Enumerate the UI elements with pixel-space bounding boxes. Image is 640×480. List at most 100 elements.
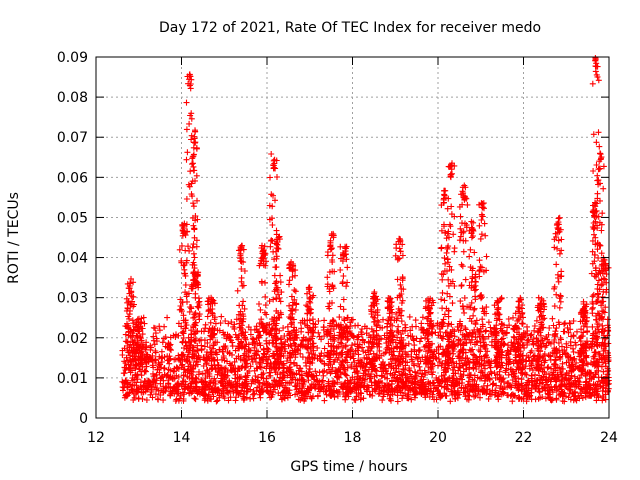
data-point	[445, 313, 452, 320]
data-point	[536, 325, 543, 332]
data-point	[190, 151, 197, 158]
data-point	[438, 227, 445, 234]
data-point	[237, 257, 244, 264]
data-point	[324, 352, 331, 359]
data-point	[355, 343, 361, 350]
data-point	[288, 343, 295, 350]
data-point	[435, 382, 441, 389]
data-point	[370, 295, 377, 302]
data-point	[405, 332, 411, 339]
data-point	[600, 266, 607, 273]
data-point	[396, 255, 403, 262]
data-point	[476, 257, 483, 264]
data-point	[192, 128, 199, 135]
data-point	[532, 396, 539, 403]
data-point	[262, 302, 269, 309]
data-point	[351, 359, 358, 366]
data-point	[398, 318, 405, 325]
data-point	[329, 317, 336, 323]
data-point	[446, 263, 453, 270]
data-point	[274, 351, 281, 357]
data-point	[592, 199, 598, 206]
data-point	[143, 360, 150, 366]
data-point	[563, 350, 570, 357]
data-point	[589, 237, 596, 244]
data-point	[258, 278, 265, 285]
data-point	[240, 318, 246, 325]
data-point	[249, 359, 256, 365]
data-point	[472, 354, 479, 361]
data-point	[537, 394, 544, 401]
data-point	[499, 385, 506, 392]
data-point	[580, 357, 587, 364]
data-point	[444, 360, 451, 367]
data-point	[509, 398, 516, 405]
data-point	[536, 389, 543, 396]
data-point	[174, 390, 181, 397]
data-point	[215, 369, 222, 376]
data-point	[440, 320, 447, 327]
data-point	[503, 354, 510, 361]
data-point	[180, 330, 187, 337]
data-point	[514, 317, 521, 324]
chart-title: Day 172 of 2021, Rate Of TEC Index for r…	[159, 20, 541, 36]
data-point	[128, 302, 134, 309]
data-point	[285, 390, 292, 397]
data-point	[483, 304, 490, 311]
data-point	[479, 316, 486, 323]
data-point	[387, 304, 394, 311]
data-point	[318, 336, 325, 343]
data-point	[177, 357, 184, 364]
data-point	[220, 393, 227, 400]
data-point	[191, 387, 198, 394]
data-point	[203, 360, 210, 366]
data-point	[278, 341, 285, 348]
data-point	[186, 308, 193, 315]
data-point	[600, 352, 607, 359]
data-point	[183, 126, 190, 133]
data-point	[515, 308, 522, 315]
data-point	[180, 312, 187, 319]
data-point	[509, 377, 516, 383]
data-point	[567, 326, 574, 333]
data-point	[178, 362, 185, 369]
data-point	[457, 225, 464, 232]
data-point	[377, 364, 384, 371]
data-point	[423, 315, 430, 322]
data-point	[564, 377, 571, 384]
data-point	[359, 326, 365, 332]
data-point	[127, 369, 134, 376]
data-point	[592, 208, 599, 215]
data-point	[450, 383, 457, 390]
data-point	[326, 358, 333, 365]
data-point	[290, 262, 297, 269]
data-point	[240, 352, 247, 359]
data-point	[330, 343, 337, 350]
data-point	[470, 306, 477, 313]
data-point	[443, 385, 450, 392]
data-point	[191, 254, 198, 261]
data-point	[371, 365, 378, 372]
data-point	[348, 388, 355, 395]
data-point	[277, 279, 284, 286]
data-point	[462, 349, 469, 356]
data-point	[272, 337, 279, 344]
data-point	[535, 358, 542, 365]
data-point	[304, 317, 311, 323]
data-point	[179, 242, 185, 249]
data-point	[339, 358, 346, 365]
data-point	[577, 390, 584, 397]
data-point	[589, 248, 596, 255]
data-point	[191, 135, 198, 142]
data-point	[559, 398, 566, 404]
data-point	[307, 337, 314, 344]
data-point	[534, 377, 541, 384]
data-point	[234, 287, 241, 294]
data-point	[483, 310, 490, 317]
data-point	[494, 297, 501, 304]
data-point	[402, 324, 409, 331]
data-point	[179, 299, 186, 306]
data-point	[472, 341, 478, 348]
data-point	[551, 375, 557, 382]
data-point	[517, 294, 524, 301]
